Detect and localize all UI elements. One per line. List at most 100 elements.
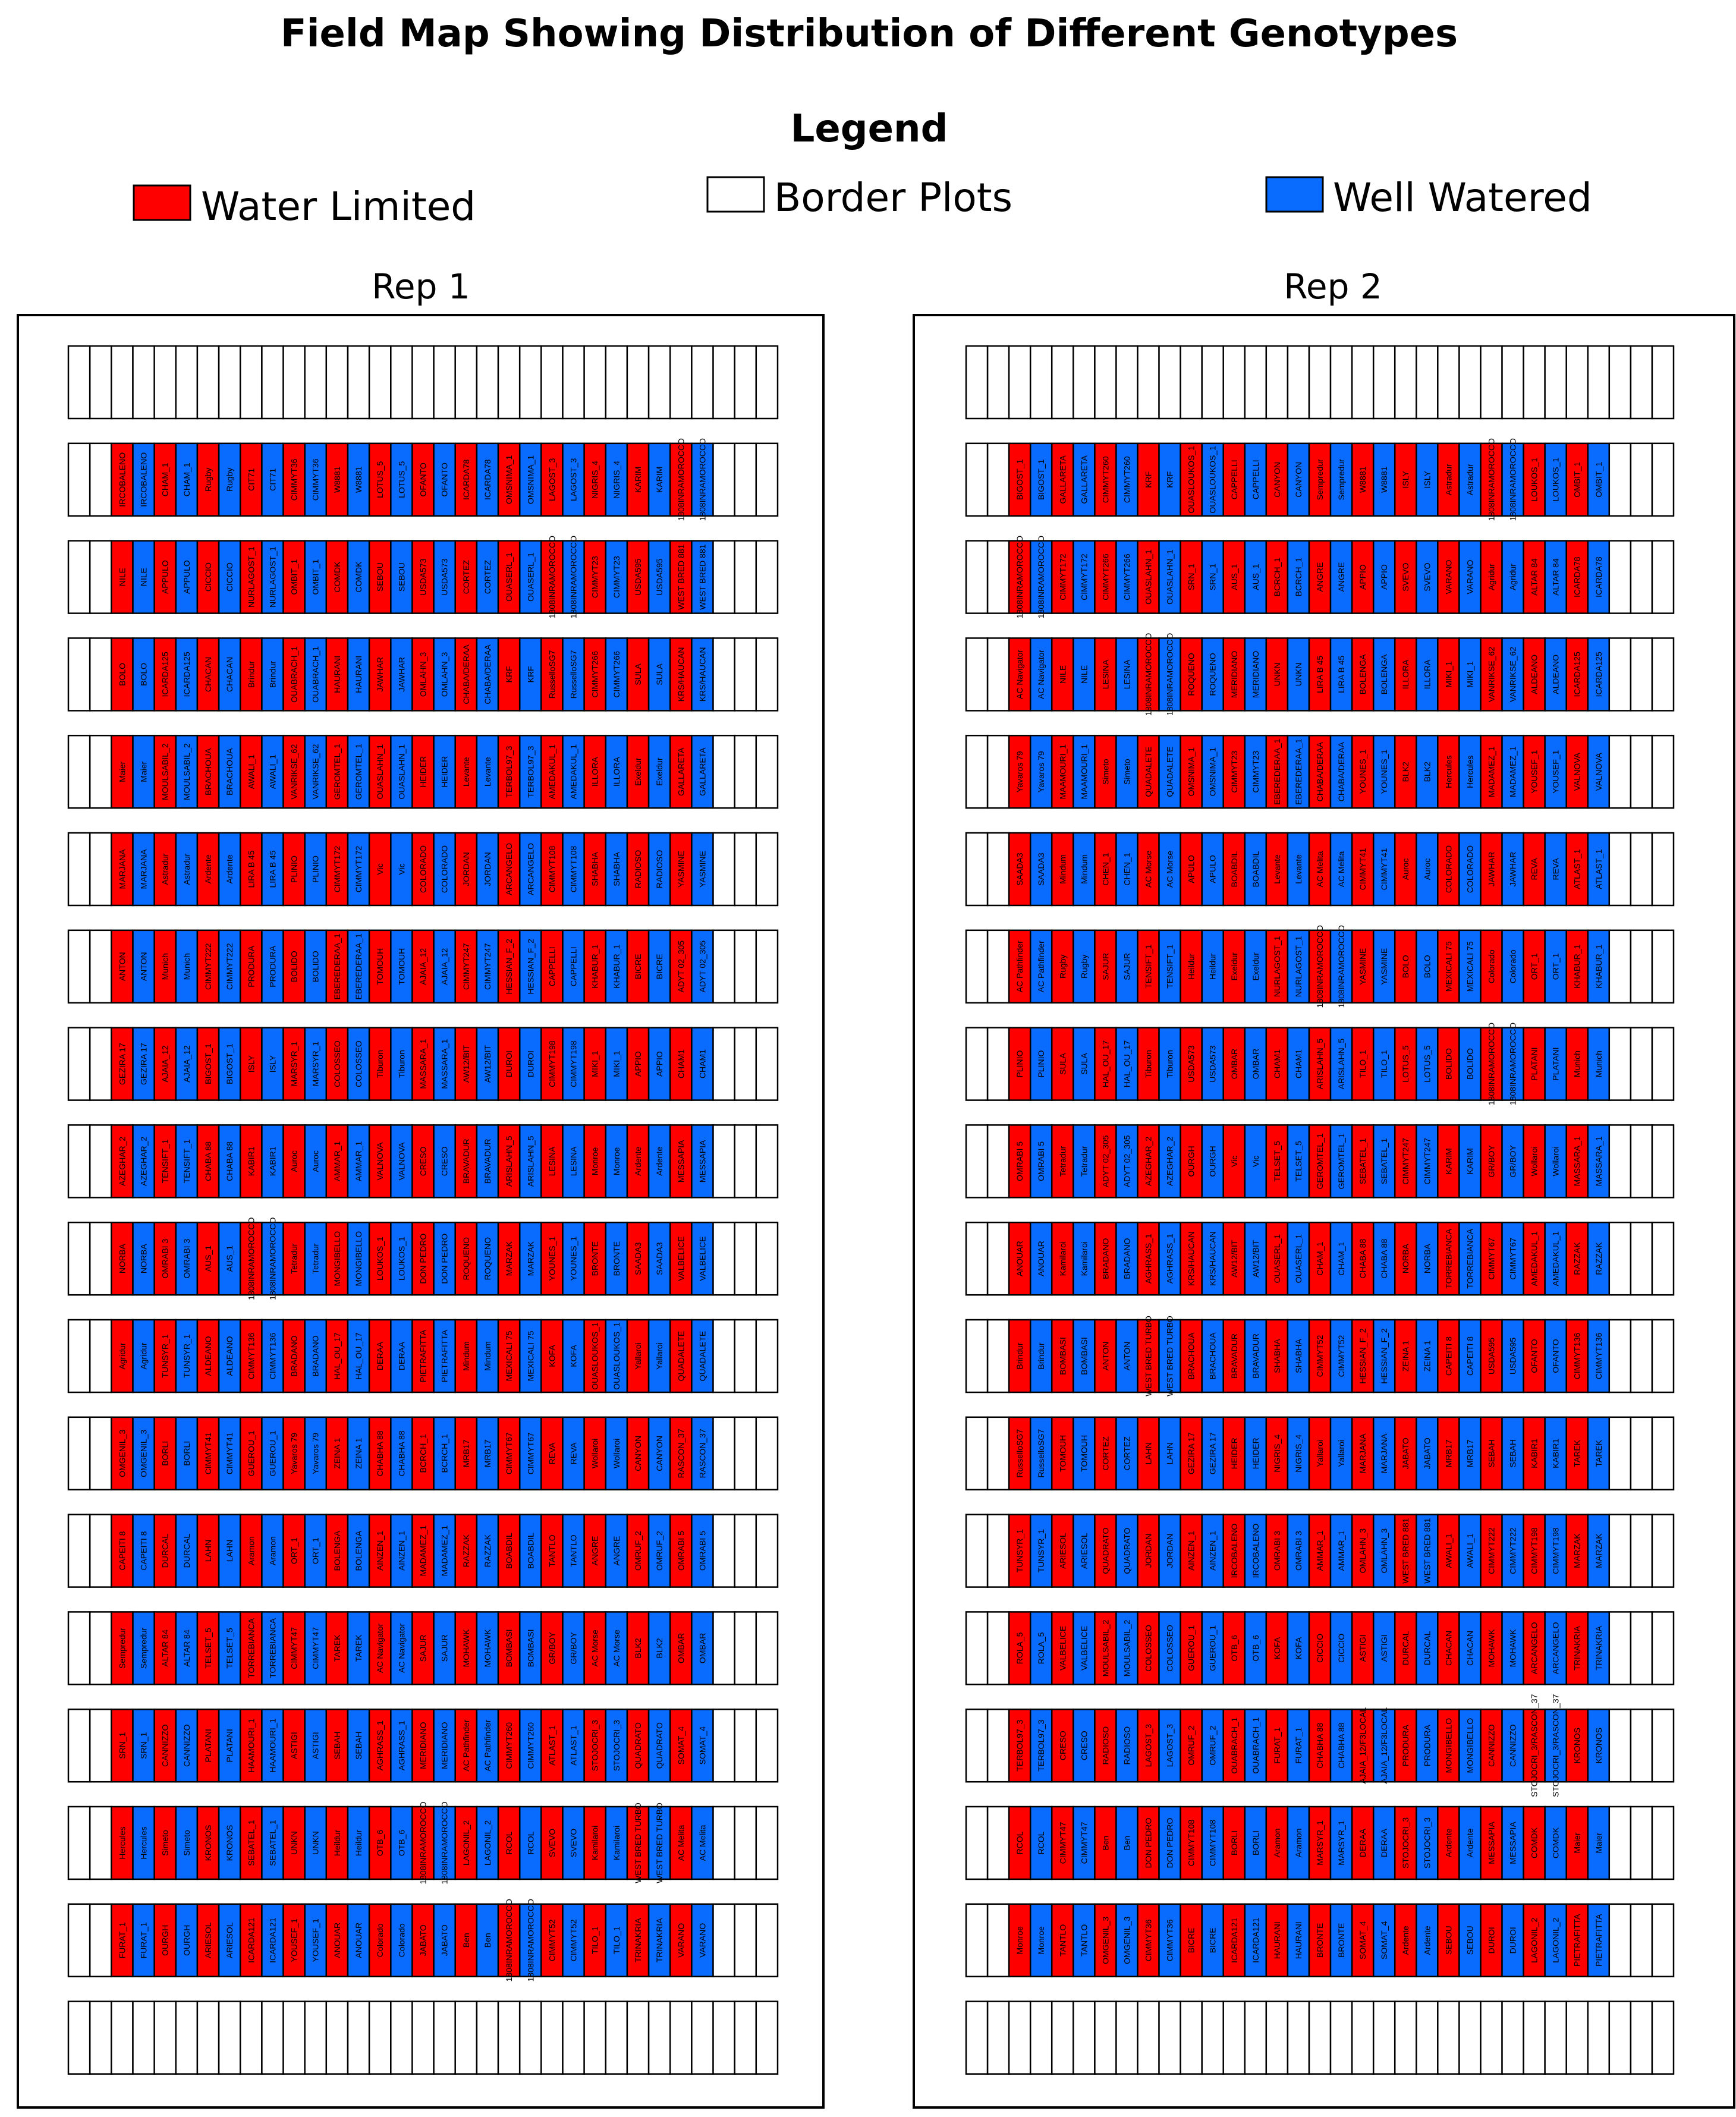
plot-genotype-label: SHABHA — [1294, 1339, 1303, 1373]
well-watered-plot — [691, 1903, 714, 1978]
water-limited-plot — [153, 637, 177, 712]
border-plot — [433, 345, 457, 420]
well-watered-plot — [1501, 442, 1524, 517]
well-watered-plot — [1115, 1903, 1139, 1978]
well-watered-plot — [1587, 929, 1611, 1004]
plot-genotype-label: CIMMYT266 — [1122, 553, 1132, 600]
border-plot — [1630, 1124, 1653, 1199]
plot-genotype-label: KARIM — [1443, 1148, 1453, 1174]
border-plot — [647, 345, 671, 420]
well-watered-plot — [562, 1611, 585, 1685]
border-plot — [1608, 1124, 1632, 1199]
water-limited-plot — [1265, 734, 1289, 809]
well-watered-plot — [691, 1805, 714, 1880]
plot-genotype-label: YOUNES_1 — [1379, 750, 1389, 794]
border-plot — [1651, 1708, 1675, 1783]
plot-genotype-label: CHABA 88 — [225, 1141, 234, 1181]
border-plot — [986, 1514, 1010, 1588]
border-plot — [626, 2000, 650, 2075]
plot-genotype-label: MARSYR_1 — [311, 1042, 320, 1087]
plot-genotype-label: PLATANI — [1551, 1047, 1561, 1080]
border-plot — [605, 2000, 628, 2075]
plot-genotype-label: VARANO — [698, 1923, 707, 1958]
well-watered-plot — [518, 929, 542, 1004]
plot-genotype-label: ARIESOL — [1058, 1533, 1067, 1569]
border-plot — [132, 345, 155, 420]
water-limited-plot — [669, 1027, 693, 1101]
well-watered-plot — [605, 929, 628, 1004]
water-limited-plot — [540, 832, 564, 907]
border-plot — [1651, 442, 1675, 517]
plot-genotype-label: CIMMYT198 — [569, 1040, 578, 1087]
plot-genotype-label: LOUKOS_1 — [1551, 458, 1561, 502]
border-plot — [986, 1027, 1010, 1101]
plot-genotype-label: AW12/BIT — [483, 1045, 492, 1083]
water-limited-plot — [1480, 832, 1503, 907]
water-limited-plot — [1265, 1805, 1289, 1880]
border-plot — [1308, 2000, 1332, 2075]
water-limited-plot — [368, 1805, 392, 1880]
plot-genotype-label: AGHRASS_1 — [375, 1720, 385, 1770]
well-watered-plot — [1544, 929, 1567, 1004]
plot-genotype-label: CIMMYT41 — [1379, 848, 1389, 890]
plot-genotype-label: 1808INRAMOROCCO — [268, 1217, 277, 1300]
plot-genotype-label: USDA595 — [1508, 1338, 1518, 1374]
well-watered-plot — [1158, 1708, 1181, 1783]
plot-genotype-label: Heildur — [354, 1829, 363, 1856]
border-plot — [476, 2000, 499, 2075]
plot-genotype-label: ASTIGI — [311, 1732, 320, 1759]
plot-genotype-label: ZEINA 1 — [1401, 1341, 1410, 1372]
plot-genotype-label: LIRA B 45 — [1315, 656, 1325, 693]
well-watered-plot — [1244, 1514, 1268, 1588]
water-limited-plot — [626, 832, 650, 907]
plot-genotype-label: ARISLAHN_5 — [526, 1135, 535, 1187]
water-limited-plot — [454, 1416, 478, 1491]
plot-genotype-label: ANGRE — [612, 1536, 621, 1566]
plot-genotype-label: CIMMYT41 — [225, 1432, 234, 1474]
plot-genotype-label: COMDK — [1530, 1827, 1539, 1858]
plot-genotype-label: NORBA — [1401, 1244, 1410, 1273]
plot-genotype-label: MRB17 — [483, 1439, 492, 1467]
water-limited-plot — [411, 540, 435, 614]
well-watered-plot — [562, 1708, 585, 1783]
border-plot — [734, 2000, 757, 2075]
plot-genotype-label: OUASLOUKOS_1 — [1187, 446, 1196, 514]
plot-genotype-label: MOULSABIL_2 — [182, 743, 191, 800]
well-watered-plot — [1372, 1805, 1396, 1880]
well-watered-plot — [1416, 442, 1439, 517]
water-limited-plot — [1008, 540, 1031, 614]
border-plot — [1416, 345, 1439, 420]
well-watered-plot — [304, 1124, 328, 1199]
plot-genotype-label: KARIM — [633, 467, 643, 493]
plot-genotype-label: Auroc — [311, 1150, 320, 1172]
water-limited-plot — [1180, 1221, 1203, 1296]
water-limited-plot — [1308, 442, 1332, 517]
plot-genotype-label: REVA — [1551, 858, 1561, 880]
plot-genotype-label: OMLAHN_3 — [1358, 1528, 1367, 1574]
water-limited-plot — [1480, 442, 1503, 517]
plot-genotype-label: AC Melita — [1315, 851, 1325, 887]
well-watered-plot — [132, 1319, 155, 1393]
plot-genotype-label: MAAMOURI_1 — [1058, 744, 1067, 800]
plot-genotype-label: KRF — [526, 666, 535, 682]
border-plot — [562, 345, 585, 420]
well-watered-plot — [1587, 1221, 1611, 1296]
water-limited-plot — [196, 637, 220, 712]
plot-genotype-label: Sempredur — [1315, 459, 1325, 501]
water-limited-plot — [454, 1027, 478, 1101]
water-limited-plot — [111, 540, 134, 614]
plot-genotype-label: JAWHAR — [1508, 852, 1518, 887]
plot-genotype-label: LESINA — [547, 1146, 556, 1176]
plot-genotype-label: AMMAR_1 — [354, 1141, 363, 1181]
plot-genotype-label: MARZAK — [1594, 1533, 1603, 1568]
plot-genotype-label: NURLAGOST_1 — [1272, 936, 1282, 997]
well-watered-plot — [562, 1514, 585, 1588]
well-watered-plot — [1287, 1416, 1310, 1491]
plot-genotype-label: BOLENGA — [1358, 654, 1367, 694]
water-limited-plot — [1308, 1027, 1332, 1101]
plot-genotype-label: VALNOVA — [397, 1142, 406, 1181]
plot-genotype-label: Wollaroi — [1530, 1146, 1539, 1176]
plot-genotype-label: Monroe — [590, 1147, 600, 1175]
water-limited-plot — [1094, 1124, 1117, 1199]
well-watered-plot — [1073, 734, 1096, 809]
